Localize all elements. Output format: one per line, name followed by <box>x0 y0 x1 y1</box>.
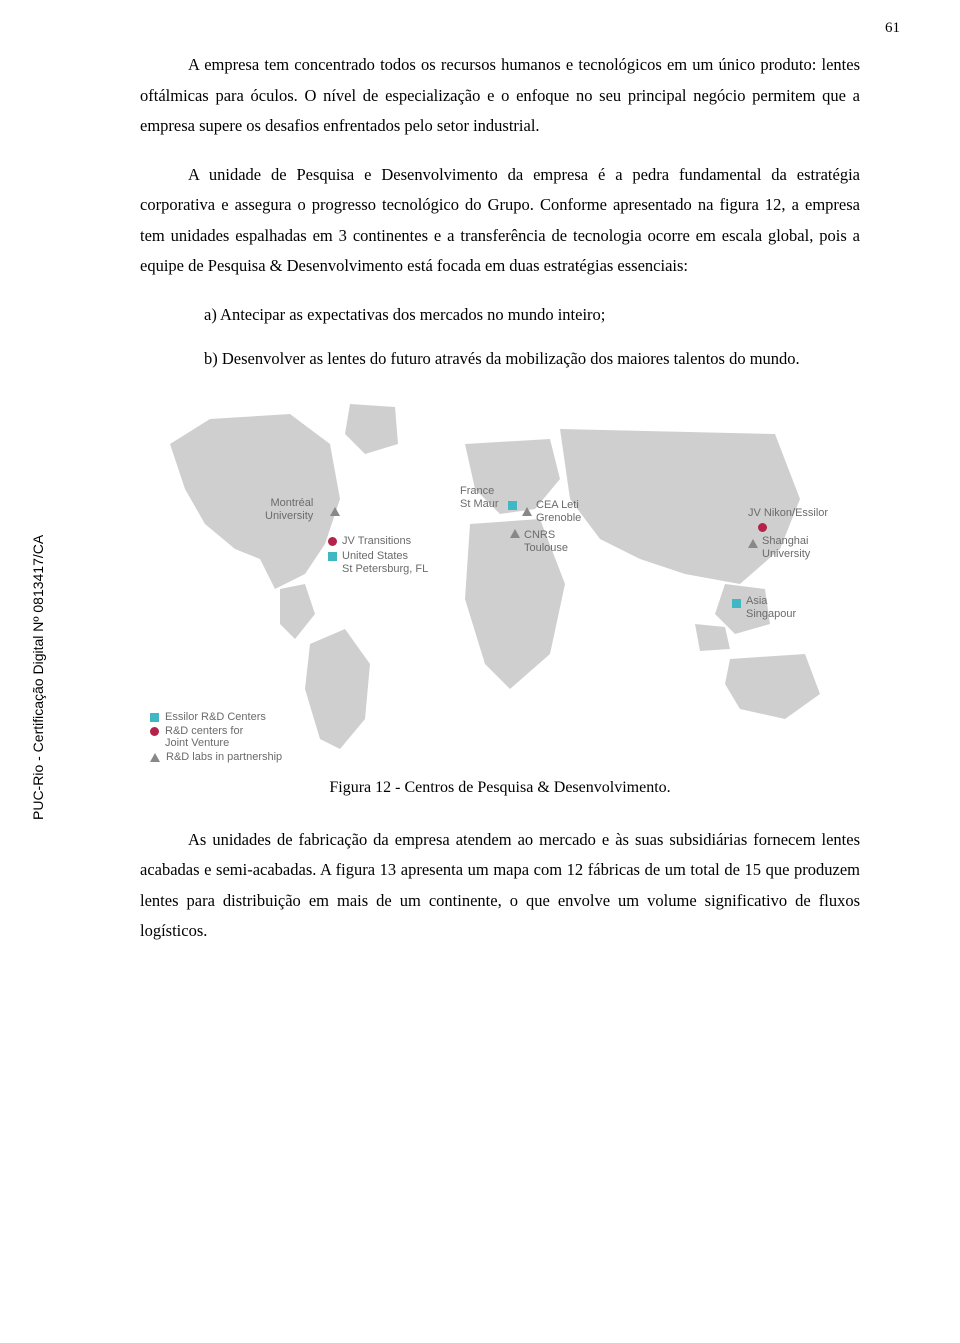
label-united-states: United States St Petersburg, FL <box>342 550 428 578</box>
marker-montreal-triangle <box>330 507 340 516</box>
legend-triangle-icon <box>150 753 160 762</box>
legend-circle-icon <box>150 727 159 736</box>
list-item-b: b) Desenvolver as lentes do futuro atrav… <box>140 344 860 375</box>
label-montreal: Montréal University <box>265 497 313 525</box>
legend-square-icon <box>150 713 159 722</box>
list-item-a: a) Antecipar as expectativas dos mercado… <box>140 300 860 331</box>
page: 61 A empresa tem concentrado todos os re… <box>0 0 960 1015</box>
legend-row-essilor: Essilor R&D Centers <box>150 711 282 723</box>
marker-us-square <box>328 552 337 561</box>
label-cea: CEA Leti Grenoble <box>536 499 581 527</box>
label-jv-nikon: JV Nikon/Essilor <box>748 507 828 521</box>
label-jv-transitions: JV Transitions <box>342 535 411 549</box>
paragraph-2: A unidade de Pesquisa e Desenvolvimento … <box>140 160 860 282</box>
legend-row-partnership: R&D labs in partnership <box>150 751 282 763</box>
marker-jv-nikon-circle <box>758 523 767 532</box>
label-france: France St Maur <box>460 485 499 513</box>
page-number: 61 <box>885 20 900 37</box>
marker-cea-triangle <box>522 507 532 516</box>
label-cnrs: CNRS Toulouse <box>524 529 568 557</box>
figure-caption: Figura 12 - Centros de Pesquisa & Desenv… <box>140 779 860 797</box>
legend-label-partnership: R&D labs in partnership <box>166 751 282 763</box>
label-asia: Asia Singapour <box>746 595 796 623</box>
marker-jv-transitions-circle <box>328 537 337 546</box>
paragraph-1: A empresa tem concentrado todos os recur… <box>140 50 860 142</box>
legend-row-jv: R&D centers for Joint Venture <box>150 725 282 749</box>
paragraph-3: As unidades de fabricação da empresa ate… <box>140 825 860 947</box>
label-shanghai: Shanghai University <box>762 535 810 563</box>
marker-asia-square <box>732 599 741 608</box>
legend-label-jv: R&D centers for Joint Venture <box>165 725 243 749</box>
vertical-certification-label: PUC-Rio - Certificação Digital Nº 081341… <box>30 535 46 820</box>
map-legend: Essilor R&D Centers R&D centers for Join… <box>150 711 282 765</box>
marker-france-square <box>508 501 517 510</box>
marker-cnrs-triangle <box>510 529 520 538</box>
marker-shanghai-triangle <box>748 539 758 548</box>
world-map-figure: Montréal University JV Transitions Unite… <box>140 389 860 769</box>
legend-label-essilor: Essilor R&D Centers <box>165 711 266 723</box>
